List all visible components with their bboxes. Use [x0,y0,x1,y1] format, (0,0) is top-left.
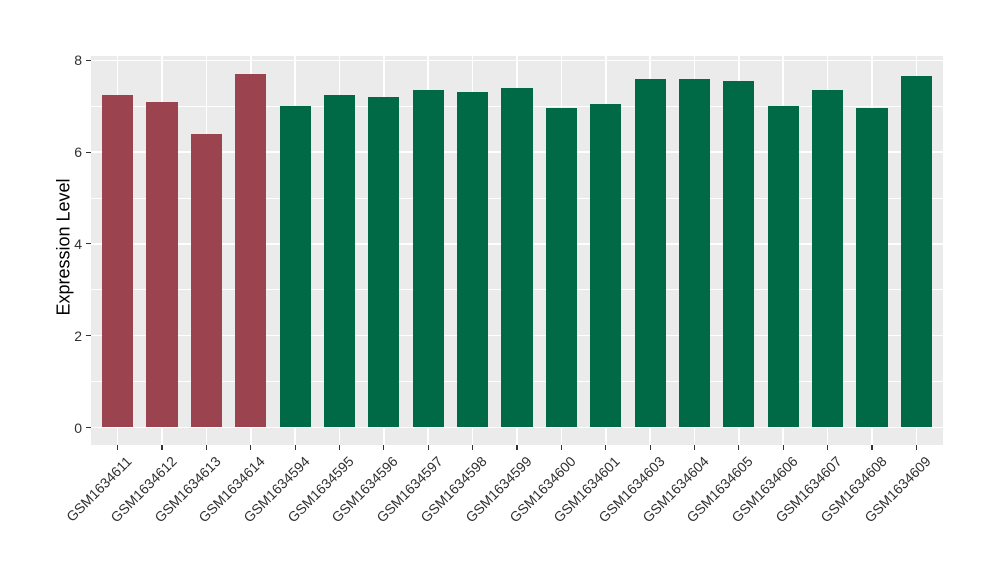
bar-GSM1634612 [146,101,178,428]
bar-GSM1634594 [279,106,311,428]
plot-panel [91,56,943,445]
x-tick-mark [205,445,207,450]
x-tick-mark [161,445,163,450]
y-tick-mark [85,426,91,429]
x-tick-mark [605,445,607,450]
y-tick-label: 0 [74,419,82,436]
y-tick-mark [85,151,91,153]
y-tick-mark [85,335,91,337]
bar-GSM1634603 [634,78,666,428]
x-tick-mark [516,445,518,450]
x-tick-mark [427,445,429,450]
x-tick-mark [649,445,651,450]
x-tick-mark [782,445,784,450]
bar-GSM1634605 [723,80,755,428]
bar-GSM1634595 [323,94,356,428]
bar-GSM1634613 [190,133,222,428]
y-tick-label: 6 [74,144,82,161]
x-tick-mark [338,445,341,450]
bar-GSM1634600 [545,108,577,428]
bar-GSM1634609 [900,76,932,428]
x-tick-mark [294,445,296,450]
bar-GSM1634601 [590,103,622,428]
bar-GSM1634604 [678,78,711,428]
x-tick-mark [250,445,252,450]
x-tick-mark [827,445,829,450]
x-tick-mark [472,445,474,450]
x-tick-mark [383,445,385,450]
y-tick-mark [85,59,91,61]
bar-GSM1634599 [501,87,533,428]
bar-GSM1634608 [856,108,888,428]
bar-GSM1634596 [368,97,400,428]
y-tick-label: 2 [74,327,82,344]
x-tick-mark [915,445,917,450]
x-tick-mark [693,445,696,450]
x-tick-mark [738,445,740,450]
x-tick-mark [871,445,873,450]
y-tick-label: 4 [74,235,82,252]
y-tick-label: 8 [74,52,82,69]
bar-GSM1634611 [102,94,134,428]
bar-GSM1634607 [812,90,844,428]
bar-GSM1634598 [457,92,489,428]
y-tick-mark [85,243,91,245]
x-tick-mark [117,445,119,450]
bar-GSM1634614 [235,74,267,428]
bar-GSM1634606 [767,106,799,428]
x-tick-mark [560,445,562,450]
bar-GSM1634597 [412,90,444,428]
